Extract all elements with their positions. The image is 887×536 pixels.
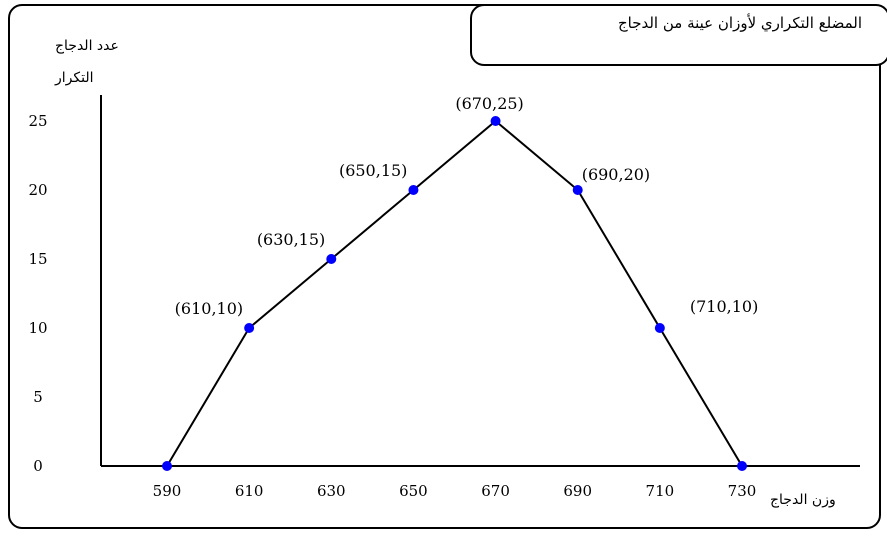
data-point-670	[490, 116, 501, 126]
chart-title: المضلع التكراري لأوزان عينة من الدجاج	[617, 14, 862, 32]
x-axis-label: وزن الدجاج	[770, 492, 836, 508]
x-tick-label-670: 670	[481, 482, 510, 500]
chart-frame	[8, 4, 881, 529]
point-label-670: (670,25)	[455, 94, 523, 113]
x-tick-label-730: 730	[728, 482, 757, 500]
y-tick-label-15: 15	[28, 250, 47, 268]
point-label-650: (650,15)	[339, 161, 407, 180]
y-axis-label-line1: عدد الدجاج	[55, 38, 119, 54]
point-label-690: (690,20)	[582, 165, 650, 184]
point-label-610: (610,10)	[175, 299, 243, 318]
x-tick-label-650: 650	[399, 482, 428, 500]
x-tick-label-630: 630	[317, 482, 346, 500]
x-tick-label-590: 590	[153, 482, 182, 500]
y-tick-label-20: 20	[28, 181, 47, 199]
x-tick-label-610: 610	[235, 482, 264, 500]
y-axis-label-line2: التكرار	[55, 70, 94, 86]
series-line	[166, 119, 743, 467]
data-point-590	[162, 461, 172, 471]
x-tick-label-710: 710	[646, 482, 675, 500]
title-box: المضلع التكراري لأوزان عينة من الدجاج	[470, 4, 887, 66]
y-tick-label-5: 5	[33, 388, 43, 406]
point-label-630: (630,15)	[257, 230, 325, 249]
data-point-610	[244, 323, 255, 333]
x-tick-label-690: 690	[563, 482, 592, 500]
data-point-650	[408, 185, 419, 195]
y-tick-label-25: 25	[28, 112, 47, 130]
data-point-710	[654, 323, 665, 333]
data-point-730	[737, 461, 747, 471]
y-tick-label-10: 10	[28, 319, 47, 337]
data-point-690	[572, 185, 583, 195]
point-label-730: (710,10)	[690, 297, 758, 316]
data-point-630	[326, 254, 337, 264]
y-tick-label-0: 0	[33, 457, 43, 475]
